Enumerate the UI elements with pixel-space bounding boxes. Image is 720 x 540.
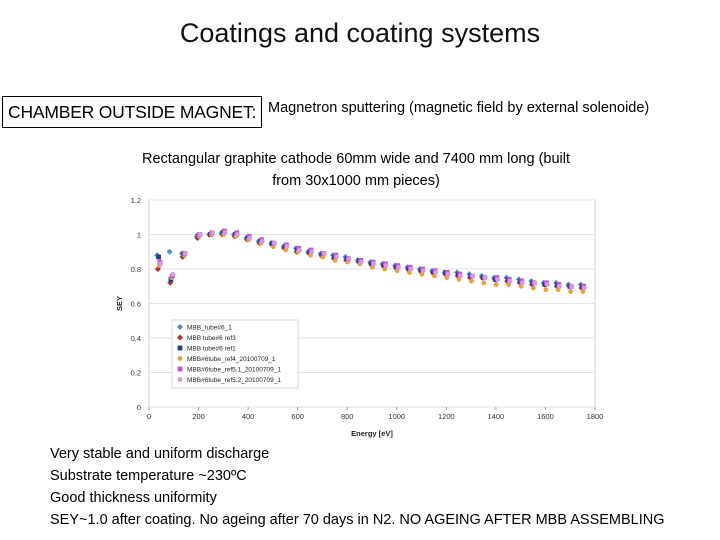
legend-marker <box>177 356 183 361</box>
x-axis-label: Energy [eV] <box>351 429 393 438</box>
data-point <box>495 276 501 282</box>
bullet-substrate-temperature: Substrate temperature ~230ºC <box>50 468 247 484</box>
data-point <box>408 266 414 272</box>
data-point <box>445 271 451 277</box>
legend-label: MBB tube#6 ref1 <box>187 346 236 353</box>
data-point <box>321 251 327 256</box>
data-point <box>470 273 476 279</box>
data-point <box>297 247 302 253</box>
data-point <box>272 240 278 246</box>
data-point <box>557 283 562 289</box>
data-point <box>458 273 463 279</box>
chamber-outside-magnet-label: CHAMBER OUTSIDE MAGNET: <box>2 96 263 128</box>
x-tick-label: 0 <box>147 412 151 421</box>
data-point <box>210 230 216 236</box>
data-point <box>284 244 290 249</box>
y-tick-label: 0 <box>137 403 141 412</box>
data-point <box>581 285 587 291</box>
y-tick-label: 0.4 <box>131 334 141 343</box>
legend-label: MBB#6tube_ref5.2_20100709_1 <box>187 377 281 384</box>
data-point <box>170 271 176 277</box>
data-point <box>532 280 538 286</box>
y-tick-label: 0.6 <box>131 300 141 309</box>
legend-marker <box>177 366 183 372</box>
data-point <box>346 256 352 262</box>
bullet-list: Very stable and uniform discharge Substr… <box>50 443 665 531</box>
legend-marker <box>177 334 183 341</box>
data-point <box>183 251 188 256</box>
y-tick-label: 0.2 <box>131 369 141 378</box>
legend-label: MBB_tube#6_1 <box>187 325 232 332</box>
x-tick-label: 1600 <box>537 412 554 421</box>
data-point <box>235 232 240 237</box>
data-point <box>222 230 228 236</box>
data-point <box>493 282 499 287</box>
x-tick-label: 1400 <box>488 412 505 421</box>
data-point <box>569 283 575 289</box>
bullet-sey-ageing: SEY~1.0 after coating. No ageing after 7… <box>50 512 665 528</box>
data-point <box>469 278 474 284</box>
x-tick-label: 200 <box>192 412 205 421</box>
legend-marker <box>177 324 183 330</box>
x-tick-label: 400 <box>242 412 255 421</box>
y-tick-label: 0.8 <box>131 265 141 274</box>
slide-title: Coatings and coating systems <box>179 18 541 48</box>
data-point <box>259 239 265 244</box>
data-point <box>158 261 164 267</box>
data-point <box>334 254 339 260</box>
series-6 <box>158 230 587 291</box>
data-point <box>544 282 550 287</box>
legend-label: MBB#6tube_ref5.1_20100709_1 <box>187 367 281 374</box>
data-point <box>543 287 549 293</box>
legend-label: MBB#6tube_ref4_20100709_1 <box>187 356 276 363</box>
y-axis-label: SEY <box>115 296 124 311</box>
y-tick-label: 1 <box>137 231 141 240</box>
data-point <box>371 261 377 267</box>
data-point <box>154 266 161 272</box>
magnetron-description: Magnetron sputtering (magnetic field by … <box>268 100 650 116</box>
bullet-discharge: Very stable and uniform discharge <box>50 446 270 462</box>
data-point <box>156 254 161 260</box>
data-point <box>396 264 401 270</box>
data-point <box>309 249 315 255</box>
data-point <box>383 263 389 268</box>
legend-marker <box>177 377 183 382</box>
data-point <box>420 268 426 274</box>
data-point <box>531 285 536 291</box>
data-point <box>520 280 525 286</box>
bullet-thickness-uniformity: Good thickness uniformity <box>50 490 217 506</box>
x-tick-label: 1800 <box>587 412 604 421</box>
data-point <box>247 235 253 241</box>
x-tick-label: 1200 <box>438 412 455 421</box>
data-point <box>482 275 488 281</box>
data-point <box>507 278 513 284</box>
cathode-line-2: from 30x1000 mm pieces) <box>272 173 440 189</box>
x-tick-label: 1000 <box>388 412 405 421</box>
data-point <box>433 270 439 275</box>
cathode-description: Rectangular graphite cathode 60mm wide a… <box>96 148 616 192</box>
data-point <box>166 248 173 255</box>
legend-label: MBB tube#6 ref3 <box>187 335 236 342</box>
legend-box <box>171 319 299 389</box>
cathode-line-1: Rectangular graphite cathode 60mm wide a… <box>142 151 570 167</box>
data-point <box>167 279 174 286</box>
x-tick-label: 600 <box>291 412 304 421</box>
data-point <box>568 289 573 294</box>
y-tick-label: 1.2 <box>131 196 141 205</box>
data-point <box>197 232 203 237</box>
data-point <box>358 259 364 265</box>
data-point <box>481 280 487 286</box>
legend-marker <box>177 345 183 351</box>
x-tick-label: 800 <box>341 412 354 421</box>
sey-chart: 0 0.2 0.4 0.6 0.8 1 1.2 0 200 400 600 800 1000 1200 14… <box>115 196 604 438</box>
